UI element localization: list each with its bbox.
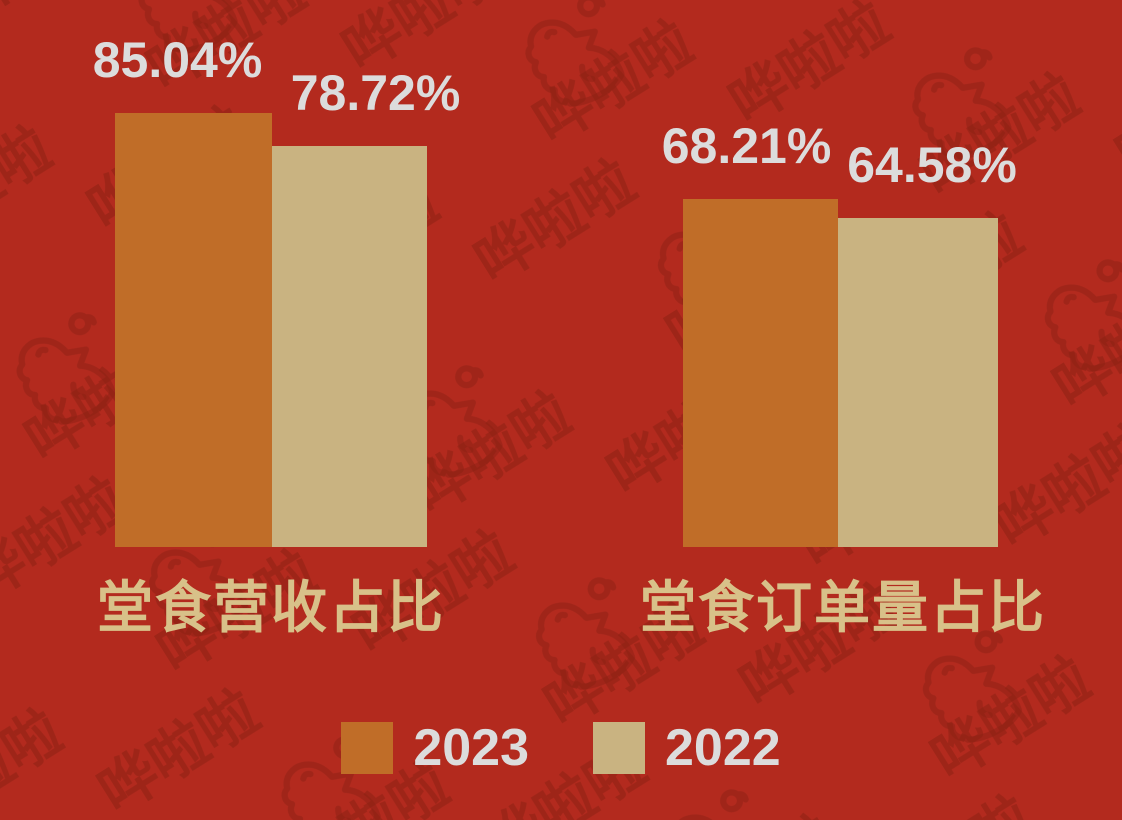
value-label-2023-orders: 68.21%	[661, 118, 832, 175]
value-label-2022-orders: 64.58%	[847, 136, 1017, 193]
legend-label-2023: 2023	[413, 719, 529, 777]
legend-swatch-2022	[593, 722, 645, 774]
legend-item-2022: 2022	[593, 722, 781, 774]
category-label-dine-in-revenue: 堂食营收占比	[97, 576, 445, 639]
bar-2022-orders	[838, 217, 998, 547]
bar-2023-orders	[683, 199, 838, 547]
bar-group-dine-in-revenue: 85.04% 78.72%	[93, 0, 460, 547]
bar-2023-revenue	[115, 113, 272, 547]
legend-item-2023: 2023	[341, 722, 529, 774]
bar-2022-revenue	[272, 145, 427, 547]
value-label-2023-revenue: 85.04%	[92, 32, 263, 89]
category-label-dine-in-orders: 堂食订单量占比	[640, 576, 1046, 639]
bar-group-dine-in-orders: 68.21% 64.58%	[662, 0, 1017, 547]
legend-label-2022: 2022	[665, 719, 781, 777]
value-label-2022-revenue: 78.72%	[290, 64, 461, 121]
legend: 2023 2022	[0, 714, 1122, 782]
legend-swatch-2023	[341, 722, 394, 774]
